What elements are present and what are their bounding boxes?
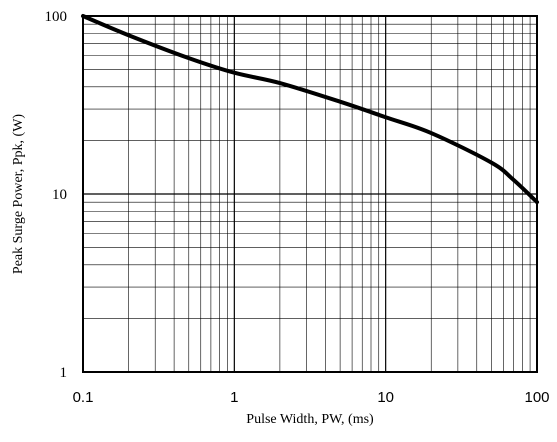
- y-tick-label: 100: [45, 9, 68, 25]
- y-axis-label: Peak Surge Power, Ppk, (W): [11, 114, 26, 274]
- y-tick-label: 1: [60, 365, 68, 381]
- x-tick-label: 1: [230, 389, 238, 406]
- y-tick-labels: 1 10 100: [45, 9, 68, 381]
- x-tick-labels: 0.1 1 10 100: [73, 389, 550, 406]
- series-line-0: [81, 14, 539, 205]
- x-tick-label: 0.1: [73, 389, 94, 406]
- x-tick-label: 10: [377, 389, 394, 406]
- plot-frame: [82, 15, 538, 373]
- x-tick-label: 100: [524, 389, 549, 406]
- series-layer: [81, 14, 539, 205]
- major-grid: [83, 16, 537, 372]
- y-tick-label: 10: [52, 187, 67, 203]
- x-axis-label: Pulse Width, PW, (ms): [246, 412, 374, 427]
